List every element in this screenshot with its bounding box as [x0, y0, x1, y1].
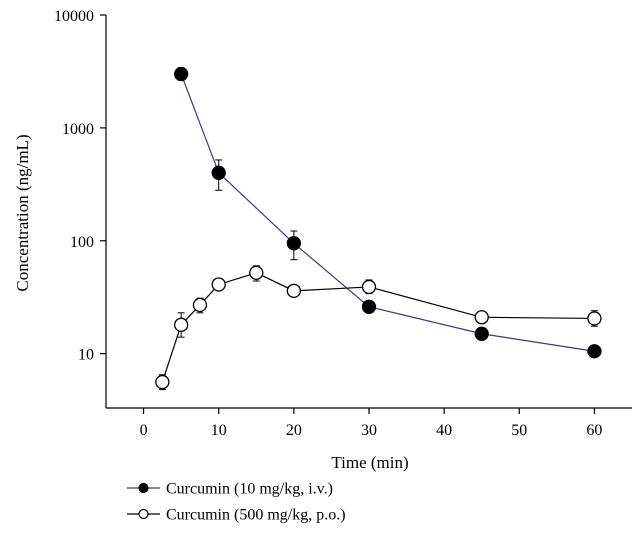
- series-line: [180, 73, 595, 352]
- x-tick-label: 0: [140, 422, 148, 439]
- x-tick-label: 10: [211, 422, 227, 439]
- x-tick-label: 50: [511, 422, 527, 439]
- data-point: [587, 311, 602, 326]
- series-1: [173, 66, 602, 359]
- data-point: [173, 317, 189, 332]
- x-tick-label: 40: [436, 422, 452, 439]
- data-point: [211, 277, 226, 292]
- data-point: [155, 374, 170, 390]
- data-point: [474, 326, 489, 341]
- x-tick-label: 20: [286, 422, 302, 439]
- legend-label: Curcumin (500 mg/kg, p.o.): [166, 507, 346, 524]
- y-tick-label: 10: [78, 347, 94, 364]
- data-point: [286, 283, 302, 299]
- y-axis-title: Concentration (ng/mL): [13, 134, 32, 291]
- data-point: [249, 265, 264, 280]
- x-ticks: 0 10 20 30 40 50 60: [140, 408, 602, 439]
- y-tick-label: 10000: [54, 8, 94, 25]
- data-point: [211, 165, 226, 180]
- data-point: [587, 344, 602, 359]
- data-point: [361, 279, 377, 295]
- data-point: [192, 297, 208, 313]
- legend: Curcumin (10 mg/kg, i.v.) Curcumin (500 m…: [127, 481, 346, 524]
- legend-label: Curcumin (10 mg/kg, i.v.): [166, 481, 333, 498]
- series-line: [161, 272, 595, 383]
- y-tick-label: 100: [70, 234, 94, 251]
- y-tick-label: 1000: [62, 121, 94, 138]
- legend-marker: [138, 508, 149, 520]
- x-axis-title: Time (min): [331, 453, 408, 472]
- x-tick-label: 30: [361, 422, 377, 439]
- series-layer: [155, 66, 602, 391]
- data-point: [474, 310, 489, 325]
- data-point: [173, 66, 189, 82]
- data-point: [286, 236, 302, 251]
- series-2: [155, 265, 602, 391]
- data-point: [361, 299, 377, 314]
- y-ticks: 10 100 1000 10000: [54, 8, 106, 364]
- x-tick-label: 60: [586, 422, 602, 439]
- legend-marker: [138, 482, 149, 494]
